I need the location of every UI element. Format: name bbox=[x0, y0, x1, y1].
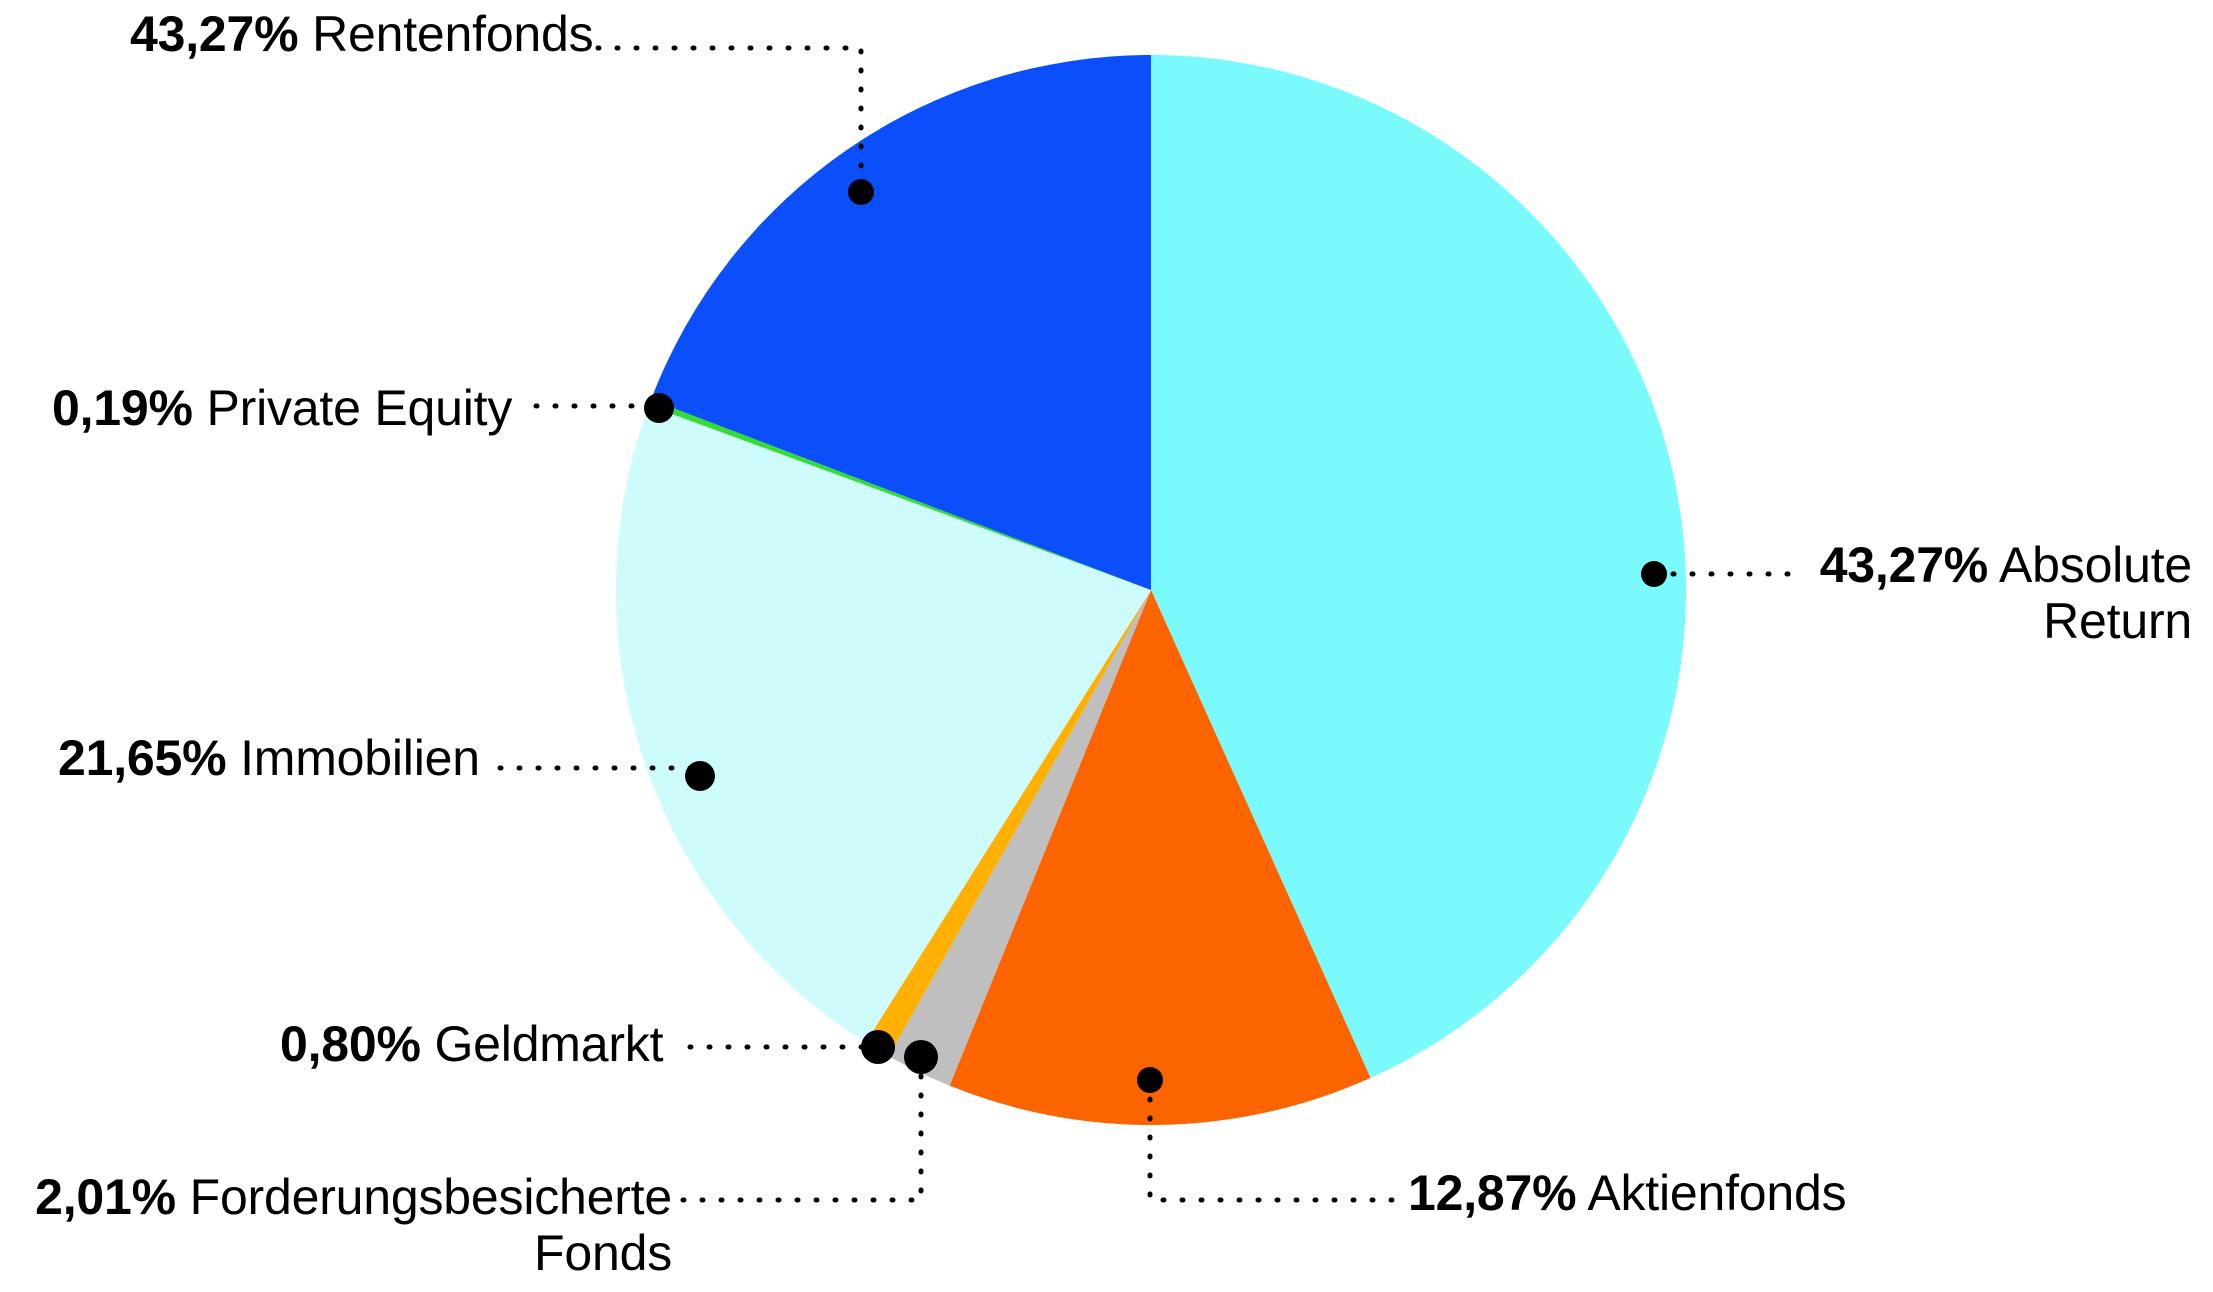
leader-dots-group bbox=[644, 179, 1667, 1093]
leader-line bbox=[1147, 1077, 1395, 1203]
label-geldmarkt-name: Geldmarkt bbox=[434, 1016, 664, 1072]
label-absolute-return-value: 43,27% bbox=[1819, 537, 1989, 593]
label-forderungsbesicherte-fonds-value: 2,01% bbox=[35, 1169, 176, 1225]
label-private-equity: 0,19% Private Equity bbox=[52, 380, 512, 436]
pie-slice[interactable] bbox=[949, 590, 1371, 1126]
leader-dot bbox=[1641, 561, 1667, 587]
leader-dot bbox=[904, 1040, 938, 1074]
label-absolute-return-name: Absolute Return bbox=[1999, 537, 2192, 649]
label-immobilien-name: Immobilien bbox=[240, 730, 480, 786]
leader-line bbox=[595, 45, 864, 195]
pie-slice[interactable] bbox=[648, 399, 1151, 590]
pie-slices-group bbox=[616, 55, 1686, 1126]
label-geldmarkt: 0,80% Geldmarkt bbox=[280, 1016, 664, 1072]
label-absolute-return: 43,27% Absolute Return bbox=[1812, 537, 2193, 649]
label-geldmarkt-value: 0,80% bbox=[280, 1016, 421, 1072]
leader-lines-group bbox=[497, 45, 1793, 1203]
leader-line bbox=[669, 1054, 924, 1203]
label-forderungsbesicherte-fonds: 2,01% Forderungsbesicherte Fonds bbox=[32, 1169, 672, 1281]
label-immobilien: 21,65% Immobilien bbox=[58, 730, 480, 786]
label-forderungsbesicherte-fonds-name: Forderungsbesicherte Fonds bbox=[189, 1169, 673, 1281]
leader-dot bbox=[861, 1030, 895, 1064]
label-aktienfonds: 12,87% Aktienfonds bbox=[1408, 1165, 1847, 1221]
label-private-equity-value: 0,19% bbox=[52, 380, 193, 436]
label-aktienfonds-name: Aktienfonds bbox=[1587, 1165, 1847, 1221]
label-private-equity-name: Private Equity bbox=[206, 380, 513, 436]
label-rentenfonds-name: Rentenfonds bbox=[312, 6, 594, 62]
leader-dot bbox=[1137, 1067, 1163, 1093]
label-aktienfonds-value: 12,87% bbox=[1408, 1165, 1577, 1221]
pie-slice[interactable] bbox=[865, 590, 1151, 1057]
pie-slice[interactable] bbox=[651, 55, 1151, 590]
pie-slice[interactable] bbox=[888, 590, 1151, 1086]
label-rentenfonds: 43,27% Rentenfonds bbox=[130, 6, 594, 62]
pie-slice[interactable] bbox=[1151, 55, 1686, 1078]
pie-slice[interactable] bbox=[616, 405, 1151, 1043]
label-immobilien-value: 21,65% bbox=[58, 730, 227, 786]
leader-dot bbox=[644, 393, 674, 423]
leader-dot bbox=[685, 761, 715, 791]
leader-dot bbox=[848, 179, 874, 205]
label-rentenfonds-value: 43,27% bbox=[130, 6, 299, 62]
